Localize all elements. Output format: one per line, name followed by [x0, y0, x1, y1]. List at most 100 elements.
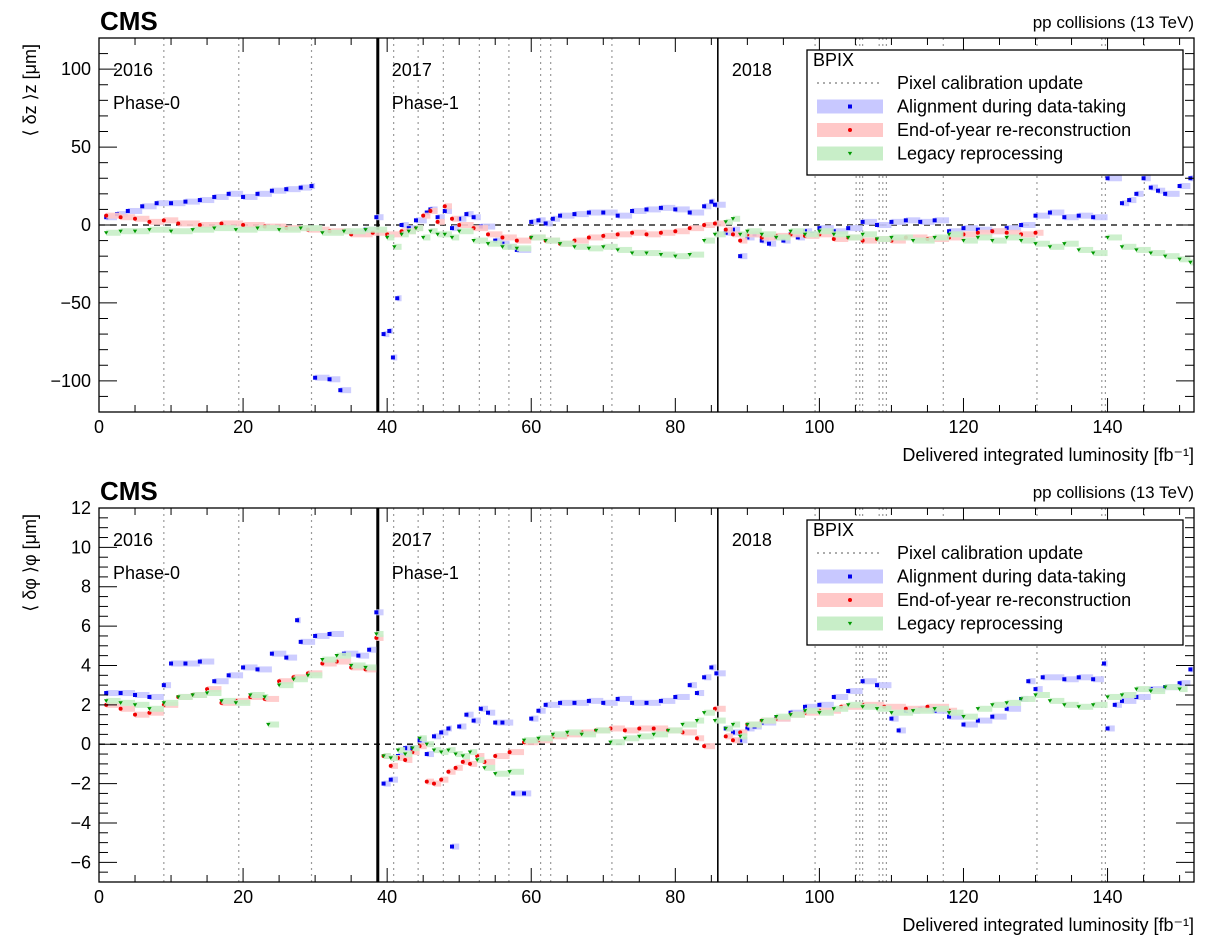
legend-entry-label: Alignment during data-taking [897, 97, 1126, 117]
data-band [646, 206, 661, 213]
data-band [473, 214, 481, 221]
data-point [493, 772, 498, 776]
panel-delta-z: CMS pp collisions (13 TeV) 2016 Phase-0 2017… [20, 6, 1195, 465]
x-tick-label: 140 [1093, 417, 1123, 437]
data-point [435, 232, 440, 237]
data-band [819, 709, 834, 716]
data-point [190, 228, 195, 232]
data-point [932, 218, 937, 223]
data-band [207, 686, 222, 693]
data-point [431, 781, 436, 786]
x-tick-label: 60 [521, 417, 541, 437]
era-year-label: 2018 [732, 530, 772, 550]
data-band [804, 703, 820, 710]
data-band [149, 709, 164, 716]
data-point [338, 388, 343, 393]
data-point [817, 229, 822, 234]
data-point [889, 235, 894, 240]
data-point [831, 707, 837, 711]
data-band [819, 231, 834, 238]
data-point [403, 757, 408, 762]
data-band [725, 733, 733, 740]
data-point [413, 218, 418, 223]
data-band [279, 678, 294, 685]
data-band [949, 231, 964, 238]
data-point [543, 702, 548, 707]
data-band [1150, 184, 1158, 191]
x-axis-title: Delivered integrated luminosity [fb⁻¹] [902, 445, 1194, 465]
data-band [419, 743, 427, 750]
x-tick-label: 120 [948, 417, 978, 437]
era-phase-label: Phase-0 [113, 93, 180, 113]
data-point [947, 229, 952, 234]
data-point [637, 734, 642, 739]
data-point [1162, 685, 1168, 690]
data-band [484, 758, 496, 765]
data-point [802, 709, 808, 713]
data-band [862, 231, 878, 238]
era-year-label: 2017 [392, 530, 432, 550]
data-band [455, 764, 463, 771]
data-band [513, 790, 525, 797]
data-band [682, 729, 697, 736]
data-band [1121, 697, 1137, 704]
data-point [615, 248, 620, 252]
data-point [946, 711, 952, 715]
legend-entry-label: Alignment during data-taking [897, 567, 1126, 587]
data-band [819, 225, 834, 232]
data-point [147, 694, 152, 699]
data-point [990, 238, 995, 243]
data-band [783, 237, 791, 244]
data-point [486, 710, 491, 715]
data-point [118, 701, 123, 705]
data-point [471, 238, 476, 243]
data-band [470, 760, 478, 767]
legend-swatch-marker [847, 151, 853, 156]
data-band [397, 754, 406, 761]
data-band [588, 697, 604, 704]
data-band [1049, 243, 1065, 250]
data-band [149, 218, 164, 225]
data-point [846, 226, 851, 231]
data-point [439, 730, 444, 735]
data-band [992, 228, 1007, 235]
data-point [712, 202, 717, 207]
data-band [696, 735, 705, 742]
data-point [1091, 215, 1096, 220]
data-point [381, 332, 386, 337]
data-band [891, 709, 914, 716]
data-band [477, 753, 485, 760]
data-point [651, 732, 656, 737]
data-point [1062, 242, 1067, 246]
data-band [1006, 705, 1022, 712]
data-band [714, 231, 726, 238]
data-band [365, 664, 377, 671]
data-band [426, 778, 434, 785]
data-point [147, 219, 152, 224]
data-band [437, 218, 445, 225]
data-point [975, 230, 980, 235]
data-band [603, 209, 618, 216]
data-band [163, 217, 179, 224]
data-band [704, 237, 715, 244]
era-year-label: 2017 [392, 60, 432, 80]
data-band [415, 225, 424, 232]
data-point [1155, 188, 1160, 193]
data-point [241, 665, 246, 670]
data-band [466, 211, 474, 218]
data-point [745, 229, 750, 234]
data-band [307, 672, 323, 679]
data-band [963, 225, 978, 232]
data-band [135, 215, 150, 222]
data-band [689, 225, 705, 232]
data-point [1134, 248, 1139, 252]
data-point [197, 659, 202, 664]
data-band [106, 690, 121, 697]
data-band [790, 228, 805, 235]
data-band [1006, 229, 1022, 236]
data-point [1148, 251, 1153, 256]
data-point [388, 777, 393, 782]
data-point [831, 694, 836, 699]
data-band [761, 234, 777, 241]
energy-label: pp collisions (13 TeV) [1033, 13, 1194, 32]
